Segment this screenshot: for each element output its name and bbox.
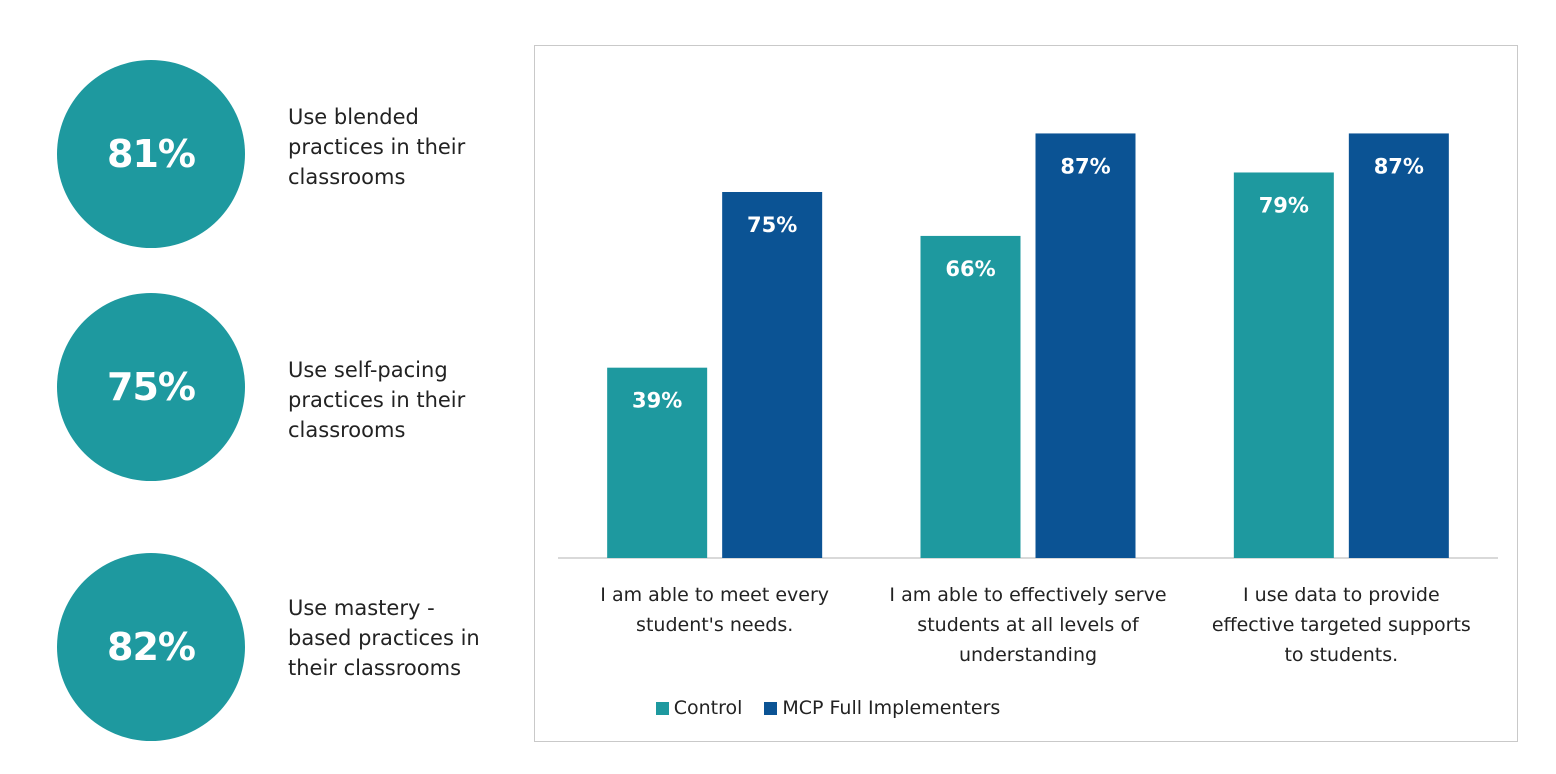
legend-label-mcp: MCP Full Implementers xyxy=(782,697,1001,719)
category-label: I use data to provide effective targeted … xyxy=(1176,580,1506,670)
stat-line: practices in their xyxy=(288,135,466,159)
category-label-line: understanding xyxy=(958,644,1098,666)
stat-line: their classrooms xyxy=(288,656,462,680)
legend-item-mcp: MCP Full Implementers xyxy=(764,697,1000,719)
bar-control-3 xyxy=(1233,172,1334,559)
stat-blended: 81% Use blended practices in their class… xyxy=(0,60,520,250)
stat-description: Use self-pacing practices in their class… xyxy=(288,355,518,445)
data-label: 66% xyxy=(945,257,995,281)
category-label-line: effective targeted supports xyxy=(1211,614,1471,636)
category-label-line: student's needs. xyxy=(636,614,794,636)
data-label: 87% xyxy=(1060,154,1110,178)
bar-control-2 xyxy=(920,235,1021,559)
bar-mcp-2 xyxy=(1035,133,1136,558)
data-label: 39% xyxy=(632,389,682,413)
data-label: 75% xyxy=(747,213,797,237)
stat-line: classrooms xyxy=(288,165,406,189)
stat-line: Use mastery - xyxy=(288,596,435,620)
legend-swatch-control xyxy=(655,701,669,715)
bar-mcp-3 xyxy=(1348,133,1449,558)
stat-mastery: 82% Use mastery - based practices in the… xyxy=(0,553,520,743)
data-label: 79% xyxy=(1259,193,1309,217)
legend: Control MCP Full Implementers xyxy=(0,697,1556,719)
category-label-line: to students. xyxy=(1284,644,1399,666)
stat-line: classrooms xyxy=(288,418,406,442)
category-label-line: students at all levels of xyxy=(917,614,1139,636)
stat-line: practices in their xyxy=(288,388,466,412)
stat-line: based practices in xyxy=(288,626,480,650)
data-label: 87% xyxy=(1374,154,1424,178)
legend-swatch-mcp xyxy=(764,701,778,715)
stat-line: Use self-pacing xyxy=(288,358,448,382)
stat-value: 75% xyxy=(107,365,196,409)
bar-mcp-1 xyxy=(722,192,823,558)
category-label: I am able to effectively serve students a… xyxy=(863,580,1193,670)
stat-circle: 81% xyxy=(57,60,245,248)
stat-line: Use blended xyxy=(288,105,419,129)
stat-circle: 75% xyxy=(57,293,245,481)
stat-value: 81% xyxy=(107,132,196,176)
legend-item-control: Control xyxy=(655,697,743,719)
stats-panel: 81% Use blended practices in their class… xyxy=(0,0,520,774)
stat-circle: 82% xyxy=(57,553,245,741)
category-label-line: I use data to provide xyxy=(1243,584,1440,606)
stat-value: 82% xyxy=(107,625,196,669)
stat-self-pacing: 75% Use self-pacing practices in their c… xyxy=(0,293,520,483)
legend-label-control: Control xyxy=(673,697,743,719)
bar-control-1 xyxy=(607,367,708,558)
category-label: I am able to meet every student's needs. xyxy=(550,580,880,640)
category-label-line: I am able to meet every xyxy=(600,584,830,606)
category-label-line: I am able to effectively serve xyxy=(889,584,1167,606)
stat-description: Use mastery - based practices in their c… xyxy=(288,593,518,683)
stat-description: Use blended practices in their classroom… xyxy=(288,102,518,192)
